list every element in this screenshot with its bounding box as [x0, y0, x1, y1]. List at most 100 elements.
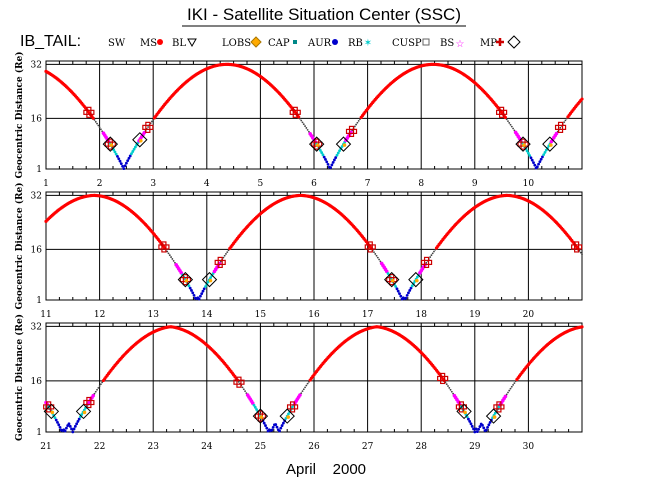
mp-crossing [493, 401, 505, 413]
orbit-point [513, 382, 516, 385]
orbit-point [70, 427, 73, 431]
lobs-dot [522, 143, 526, 147]
orbit-point [94, 390, 97, 393]
orbit-point [122, 167, 126, 171]
orbit-point [338, 149, 341, 153]
orbit-point [503, 115, 508, 120]
orbit-point [297, 115, 301, 119]
x-tick-label: 30 [523, 442, 535, 452]
orbit-point [305, 127, 308, 129]
mp-cross-h [571, 244, 583, 250]
x-tick-label: 29 [469, 442, 481, 452]
orbit-point [65, 426, 68, 430]
orbit-point [133, 145, 137, 149]
orbit-point [394, 285, 398, 288]
orbit-point [408, 289, 412, 292]
orbit-point [474, 427, 478, 431]
orbit-point [97, 387, 100, 389]
orbit-point [275, 425, 279, 429]
orbit-point [68, 424, 72, 428]
orbit-point [535, 165, 539, 169]
orbit-point [128, 154, 132, 158]
x-tick-label: 9 [472, 179, 478, 189]
orbit-point [264, 424, 267, 427]
legend-label-bl: BL [172, 38, 186, 49]
y-tick-label: 16 [31, 114, 43, 124]
orbit-point [304, 386, 306, 389]
orbit-point [425, 261, 428, 264]
orbit-point [409, 286, 413, 290]
orbit-point [287, 412, 290, 416]
orbit-point [97, 124, 100, 127]
mp-crossing [233, 376, 245, 388]
lobs-dot [315, 143, 320, 147]
orbit-point [58, 425, 62, 429]
mp-cross-v [557, 121, 564, 133]
orbit-point [67, 422, 71, 426]
orbit-point [532, 161, 535, 165]
mp-cross-h [83, 109, 95, 115]
x-tick-label: 12 [94, 310, 105, 320]
legend: SW MS BL LOBS CAP AUR RB ✶ CUSP BS ☆ MP [108, 35, 521, 50]
orbit-point [512, 127, 514, 130]
orbit-point [374, 253, 377, 255]
orbit-point [242, 388, 245, 391]
orbit-point [99, 128, 102, 131]
legend-label-aur: AUR [307, 38, 332, 49]
orbit-point [318, 148, 322, 152]
orbit-point [530, 158, 534, 162]
y-tick-label: 1 [36, 165, 42, 175]
mp-cross-v [367, 241, 373, 253]
orbit-point [244, 390, 246, 393]
orbit-point [172, 259, 175, 262]
mp-cross-h [286, 404, 299, 410]
orbit-point [132, 147, 136, 151]
orbit-point [447, 385, 449, 387]
orbit-point [376, 256, 379, 259]
orbit-point [433, 250, 435, 253]
orbit-point [507, 391, 509, 394]
orbit-point [302, 123, 305, 126]
orbit-point [119, 162, 123, 166]
orbit-point [509, 123, 512, 126]
orbit-point [373, 251, 375, 253]
lobs-diamond [335, 136, 352, 152]
mp-cross-v [423, 256, 430, 269]
mission-label: IB_TAIL: [20, 33, 81, 50]
orbit-point [321, 153, 325, 157]
orbit-point [541, 155, 544, 159]
orbit-point [579, 251, 582, 254]
mp-cross-v [292, 106, 298, 118]
orbit-point [126, 159, 130, 163]
orbit-point [237, 380, 240, 383]
mp-cross-v [574, 241, 580, 253]
x-tick-label: 3 [150, 179, 156, 189]
orbit-point [481, 423, 484, 427]
lobs-diamond [201, 271, 218, 288]
orbit-point [225, 253, 227, 255]
mp-cross-h [158, 244, 170, 250]
orbit-point [330, 163, 334, 167]
mp-cross-h [345, 128, 358, 135]
orbit-point [204, 285, 207, 288]
orbit-point [201, 289, 205, 293]
mp-cross-h [142, 124, 154, 130]
mp-crossing [364, 241, 376, 253]
orbit-point [405, 293, 409, 297]
orbit-point [255, 408, 258, 411]
panel-2: 11 12 13 14 15 16 17 18 19 20 1 16 32 Geocentric Dist… [14, 183, 583, 320]
orbit-point [554, 131, 559, 136]
orbit-point [77, 417, 81, 421]
orbit-point [130, 152, 133, 156]
orbit-point [431, 252, 434, 255]
orbit-point [306, 128, 309, 131]
orbit-point [304, 125, 306, 127]
orbit-point [290, 405, 294, 409]
orbit-point [93, 119, 96, 121]
orbit-point [278, 429, 281, 433]
x-tick-label: 10 [523, 179, 535, 189]
mp-cross-v [458, 401, 464, 413]
orbit-point [199, 294, 202, 298]
lobs-diamond [177, 271, 194, 288]
x-tick-label: 28 [415, 442, 427, 452]
